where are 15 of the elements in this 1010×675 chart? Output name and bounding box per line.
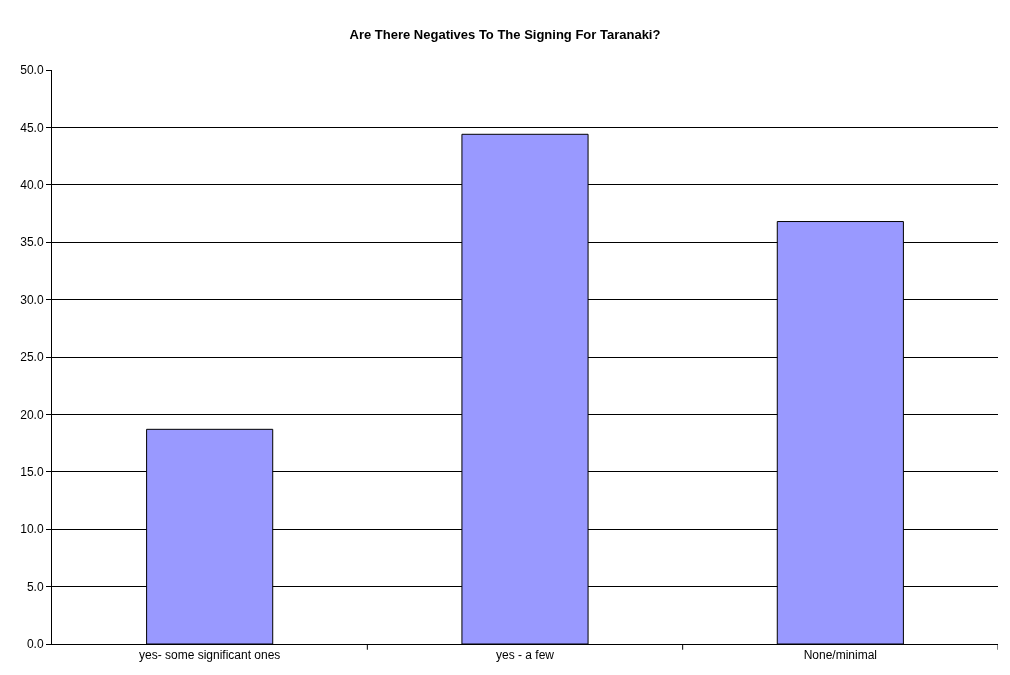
x-tick-label: yes- some significant ones <box>138 648 281 663</box>
y-tick-label: 10.0 <box>20 522 44 537</box>
y-tick-label: 20.0 <box>20 407 44 422</box>
y-tick-label: 50.0 <box>20 63 44 78</box>
y-tick-label: 15.0 <box>20 465 44 479</box>
x-tick-label: None/minimal <box>803 648 878 663</box>
y-tick-label: 40.0 <box>20 178 44 192</box>
y-tick-label: 45.0 <box>20 120 44 135</box>
y-tick-label: 30.0 <box>20 292 44 307</box>
y-tick-label: 0.0 <box>26 637 44 652</box>
x-tick-label: yes - a few <box>495 648 555 663</box>
y-tick-label: 35.0 <box>20 235 44 250</box>
chart-title: Are There Negatives To The Signing For Taranaki? <box>349 27 661 43</box>
y-tick-label: 25.0 <box>20 350 44 365</box>
y-tick-label: 5.0 <box>26 579 44 594</box>
